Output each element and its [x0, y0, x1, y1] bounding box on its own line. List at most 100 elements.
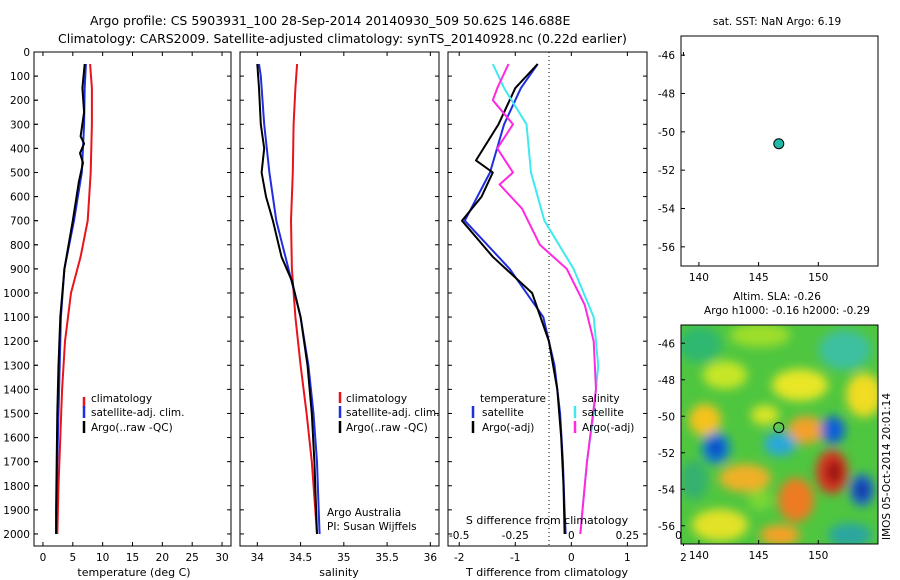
depth-axis: 0 100 200 300 400 500 600 700 800 900 1000 1100 1200…	[3, 47, 38, 541]
map-x-tick-label: 145	[749, 550, 769, 562]
depth-tick-label: 1100	[3, 312, 30, 324]
depth-tick-label: 1700	[3, 457, 30, 469]
x-tick-label: -1	[510, 552, 520, 564]
legend-temperature-header: temperature	[480, 393, 546, 405]
x-tick-label: 1	[624, 552, 631, 564]
imos-timestamp: IMOS 05-Oct-2014 20:01:14	[881, 393, 893, 540]
x-tick-label: 5	[69, 552, 76, 564]
depth-tick-label: 2000	[3, 529, 30, 541]
depth-tick-label: 1400	[3, 384, 30, 396]
legend-sal-argo-label: Argo(-adj)	[582, 422, 634, 434]
sst-map-panel: sat. SST: NaN Argo: 6.19 140 145 150 -46 -48…	[658, 16, 879, 284]
header-line-1: Argo profile: CS 5903931_100 28-Sep-2014…	[90, 13, 570, 28]
x-tick-top-label: 0	[568, 530, 575, 542]
series-line-argo--adj-	[491, 63, 597, 535]
legend-argo-label: Argo(..raw -QC)	[346, 422, 428, 434]
series-line-argo--adj-	[461, 63, 566, 535]
salinity-xlabel: salinity	[319, 566, 359, 579]
x-tick-label: 2	[680, 552, 687, 564]
credits-line-2: PI: Susan Wijffels	[327, 521, 417, 533]
legend-temp-argo-label: Argo(-adj)	[482, 422, 534, 434]
legend-climatology-label: climatology	[346, 393, 407, 405]
depth-tick-label: 1600	[3, 433, 30, 445]
depth-tick-label: 1800	[3, 481, 30, 493]
sla-map-points	[773, 422, 785, 434]
x-tick-label: 10	[96, 552, 109, 564]
salinity-frame	[239, 51, 440, 547]
depth-tick-label: 1300	[3, 360, 30, 372]
header-line-2: Climatology: CARS2009. Satellite-adjuste…	[58, 31, 627, 46]
depth-tick-label: 1500	[3, 408, 30, 420]
sst-map-axes: 140 145 150 -46 -48 -50 -52 -54 -56	[658, 50, 828, 284]
salinity-legend: climatology satellite-adj. clim. Argo(..…	[338, 392, 439, 434]
map-y-tick-label: -46	[658, 50, 675, 62]
depth-tick-label: 1000	[3, 288, 30, 300]
sla-map-title-1: Altim. SLA: -0.26	[733, 291, 821, 303]
map-y-tick-label: -56	[658, 521, 675, 533]
x-tick-label: 25	[186, 552, 199, 564]
x-tick-label: 34	[251, 552, 265, 564]
map-y-tick-label: -54	[658, 484, 675, 496]
map-y-tick-label: -48	[658, 89, 675, 101]
map-x-tick-label: 145	[749, 272, 769, 284]
x-tick-top-label: -0.5	[449, 530, 470, 542]
sla-map-axes: 140 145 150 -46 -48 -50 -52 -54 -56	[658, 338, 828, 562]
depth-tick-label: 100	[10, 71, 30, 83]
x-tick-label: 36	[424, 552, 438, 564]
sst-map-points	[773, 138, 785, 150]
temperature-x-axis: 0 5 10 15 20 25 30	[34, 51, 231, 564]
map-y-tick-label: -48	[658, 375, 675, 387]
x-tick-label: 34.5	[289, 552, 312, 564]
x-tick-label: 0	[568, 552, 575, 564]
map-x-tick-label: 140	[689, 550, 709, 562]
x-tick-label: 20	[156, 552, 169, 564]
difference-legend: temperature salinity satellite Argo(-adj…	[471, 393, 634, 434]
map-y-tick-label: -50	[658, 127, 675, 139]
legend-sal-satellite-label: satellite	[582, 407, 624, 419]
map-y-tick-label: -52	[658, 165, 675, 177]
map-y-tick-label: -54	[658, 204, 675, 216]
temperature-panel: 0100200300400500600700800900100011001200…	[3, 47, 232, 579]
difference-xlabel: T difference from climatology	[465, 566, 628, 579]
series-line-climatology	[56, 63, 93, 535]
depth-tick-label: 700	[10, 216, 30, 228]
series-line-argo---raw--qc-	[55, 63, 86, 534]
difference-frame	[447, 51, 648, 547]
argo-location-marker	[773, 422, 785, 434]
legend-argo-label: Argo(..raw -QC)	[91, 422, 173, 434]
map-y-tick-label: -46	[658, 338, 675, 350]
sla-map-title-2: Argo h1000: -0.16 h2000: -0.29	[704, 305, 870, 317]
sst-map-frame	[680, 35, 879, 267]
salinity-series	[256, 63, 321, 535]
salinity-panel: 34 34.5 35 35.5 36 salinity climatology sate…	[239, 51, 440, 579]
x-tick-label: 35.5	[375, 552, 398, 564]
temperature-xlabel: temperature (deg C)	[77, 566, 190, 579]
x-tick-label: -2	[454, 552, 464, 564]
sla-heatmap	[681, 325, 878, 544]
depth-tick-label: 600	[10, 192, 30, 204]
depth-tick-label: 1200	[3, 336, 30, 348]
map-x-tick-label: 150	[808, 550, 828, 562]
sla-map-frame	[680, 324, 879, 545]
map-y-tick-label: -56	[658, 242, 675, 254]
depth-tick-label: 1900	[3, 505, 30, 517]
x-tick-label: 35	[337, 552, 350, 564]
series-line-climatology	[290, 63, 318, 535]
map-y-tick-label: -52	[658, 448, 675, 460]
legend-satellite-label: satellite-adj. clim.	[91, 407, 184, 419]
map-x-tick-label: 150	[808, 272, 828, 284]
map-x-tick-label: 140	[689, 272, 709, 284]
depth-tick-label: 500	[10, 167, 30, 179]
sla-map-panel: Altim. SLA: -0.26 Argo h1000: -0.16 h200…	[658, 291, 893, 562]
depth-tick-label: 200	[10, 95, 30, 107]
series-line-argo---raw--qc-	[256, 63, 318, 535]
legend-temp-satellite-label: satellite	[482, 407, 524, 419]
x-tick-top-label: 0.25	[616, 530, 639, 542]
series-line-satellite	[463, 63, 567, 535]
depth-tick-label: 0	[23, 47, 30, 59]
difference-series	[461, 63, 600, 535]
difference-xlabel-top: S difference from climatology	[466, 514, 629, 527]
